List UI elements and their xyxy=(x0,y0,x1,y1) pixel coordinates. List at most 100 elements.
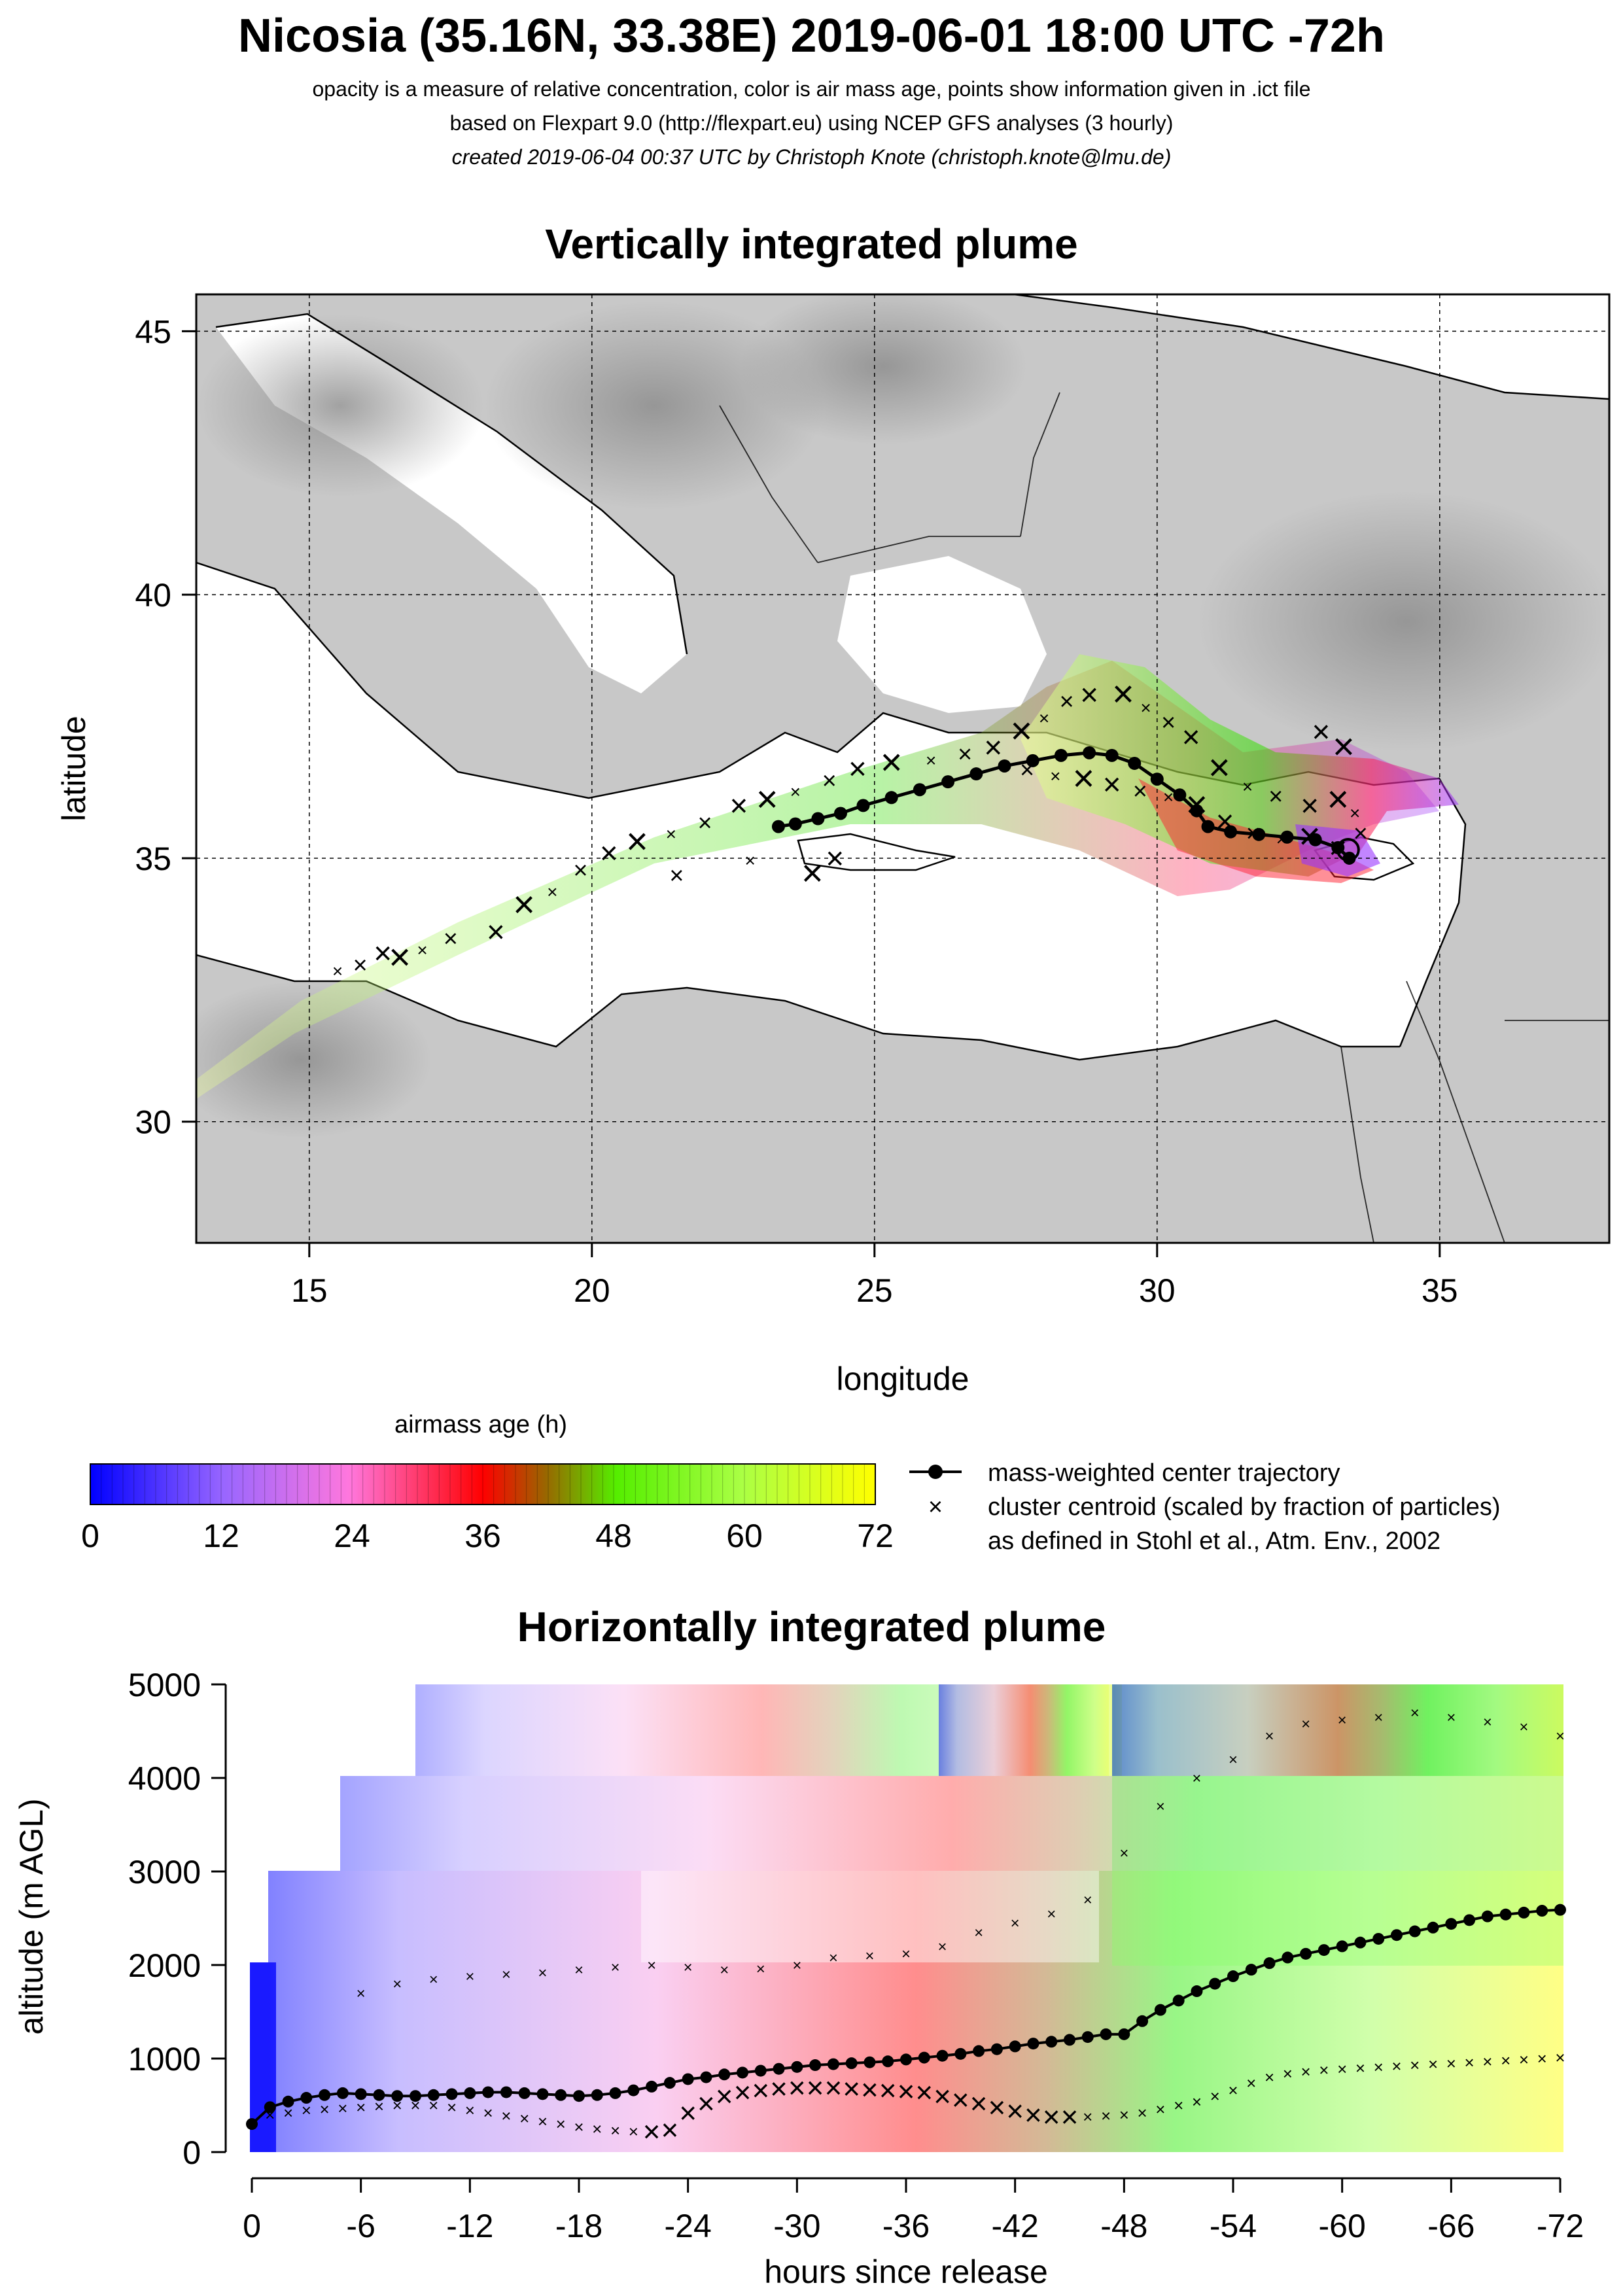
profile-trajectory-point xyxy=(1045,2036,1058,2048)
profile-trajectory-point xyxy=(410,2090,421,2102)
map-x-tick-label: 15 xyxy=(291,1272,328,1309)
map-trajectory-point xyxy=(1054,748,1068,762)
map-cluster-centroid: × xyxy=(487,915,505,950)
map-cluster-centroid: × xyxy=(881,741,903,784)
colorbar-tick-label: 72 xyxy=(857,1518,894,1554)
map-frame xyxy=(195,293,1611,1244)
profile-cluster-centroid: × xyxy=(283,2103,293,2123)
profile-trajectory-point xyxy=(246,2118,258,2131)
main-title: Nicosia (35.16N, 33.38E) 2019-06-01 18:0… xyxy=(238,10,1385,62)
map-cluster-centroid: × xyxy=(1140,697,1151,718)
profile-trajectory-point xyxy=(1391,1929,1403,1941)
profile-cluster-centroid: × xyxy=(357,1985,366,2002)
profile-cluster-centroid: × xyxy=(1556,1728,1565,1745)
profile-x-tick-label: -60 xyxy=(1319,2208,1366,2244)
map-trajectory-point xyxy=(1128,756,1142,770)
profile-trajectory-point xyxy=(282,2095,294,2108)
map-cluster-centroid: × xyxy=(666,824,676,844)
profile-trajectory-point xyxy=(1518,1906,1530,1919)
profile-cluster-centroid: × xyxy=(1301,1715,1310,1733)
map-y-tick-label: 40 xyxy=(135,577,171,614)
map-cluster-centroid: × xyxy=(1112,672,1134,715)
profile-cluster-centroid: × xyxy=(734,2076,752,2110)
profile-cluster-centroid: × xyxy=(865,1947,874,1965)
profile-cluster-centroid: × xyxy=(410,2096,420,2115)
profile-trajectory-point xyxy=(373,2089,385,2101)
profile-cluster-centroid: × xyxy=(1047,1905,1056,1923)
profile-cluster-centroid: × xyxy=(501,2106,511,2125)
profile-trajectory-point xyxy=(427,2089,440,2101)
colorbar-stripes xyxy=(101,1464,865,1505)
profile-cluster-centroid: × xyxy=(428,2096,438,2115)
profile-cluster-centroid: × xyxy=(1061,2100,1079,2134)
profile-cluster-centroid: × xyxy=(1482,2051,1492,2071)
profile-trajectory-point xyxy=(682,2073,694,2085)
profile-cluster-centroid: × xyxy=(465,2100,475,2120)
profile-cluster-centroid: × xyxy=(901,1945,911,1963)
map-cluster-centroid: × xyxy=(1182,720,1200,755)
profile-cluster-centroid: × xyxy=(824,2070,842,2104)
profile-trajectory-point xyxy=(1263,1957,1276,1970)
profile-cluster-centroid: × xyxy=(356,2097,366,2117)
legend-trajectory-label: mass-weighted center trajectory xyxy=(988,1459,1340,1487)
profile-trajectory-point xyxy=(355,2088,367,2100)
profile-x-tick-label: -72 xyxy=(1537,2208,1584,2244)
map-cluster-centroid: × xyxy=(1268,783,1283,810)
map-y-axis-label: latitude xyxy=(56,716,92,821)
map-cluster-centroid: × xyxy=(1103,768,1121,803)
map-cluster-centroid: × xyxy=(848,752,867,786)
map-trajectory-point xyxy=(998,759,1011,773)
profile-cluster-centroid: × xyxy=(1265,2068,1274,2087)
map-cluster-centroid: × xyxy=(1208,746,1230,789)
black-sea xyxy=(1014,294,1609,399)
colorbar-tick-label: 12 xyxy=(203,1518,239,1554)
map-cluster-centroid: × xyxy=(1133,778,1147,805)
profile-field xyxy=(250,1684,1563,2152)
profile-trajectory-point xyxy=(1427,1921,1439,1934)
map-y-tick-label: 35 xyxy=(135,841,171,877)
map-cluster-centroid: × xyxy=(756,778,778,821)
map-cluster-centroid: × xyxy=(729,789,748,824)
profile-cluster-centroid: × xyxy=(1119,1845,1128,1862)
profile-cluster-centroid: × xyxy=(829,1949,838,1967)
profile-trajectory-point xyxy=(1154,2004,1166,2016)
map-x-tick-label: 35 xyxy=(1422,1272,1458,1309)
profile-x-tick-label: 0 xyxy=(243,2208,261,2244)
profile-cluster-centroid: × xyxy=(320,2099,330,2119)
profile-cluster-centroid: × xyxy=(1043,2100,1060,2134)
profile-cluster-centroid: × xyxy=(1301,2062,1311,2081)
profile-cluster-centroid: × xyxy=(807,2070,824,2104)
profile-trajectory-point xyxy=(1227,1970,1239,1983)
colorbar-tick-label: 36 xyxy=(464,1518,501,1554)
profile-cluster-centroid: × xyxy=(574,1962,584,1979)
map-cluster-centroid: × xyxy=(626,820,648,863)
profile-cluster-centroid: × xyxy=(1410,2055,1420,2075)
profile-trajectory-point xyxy=(845,2057,858,2070)
map-cluster-centroid: × xyxy=(1059,688,1073,716)
map-trajectory-point xyxy=(1280,830,1294,844)
map-cluster-centroid: × xyxy=(1185,784,1208,826)
map-cluster-centroid: × xyxy=(1312,715,1330,750)
profile-cluster-centroid: × xyxy=(661,2113,678,2147)
map-trajectory-point xyxy=(1224,825,1238,839)
map-y-tick-label: 30 xyxy=(135,1104,171,1141)
legend-trajectory-dot xyxy=(928,1465,943,1479)
colorbar-tick-label: 24 xyxy=(334,1518,370,1554)
profile-trajectory-point xyxy=(609,2087,621,2099)
map-cluster-centroid: × xyxy=(1300,789,1319,824)
map-marks: × × ×× × × ×× ×× × × × × × × × × × × × × × × ×× × × ×× ×× × × × × ××××… xyxy=(332,672,1368,981)
profile-trajectory-point xyxy=(391,2090,404,2102)
profile-cluster-centroid: × xyxy=(756,1960,765,1978)
profile-cluster-centroid: × xyxy=(1519,2050,1529,2070)
profile-trajectory-point xyxy=(464,2087,476,2099)
map-cluster-centroid: × xyxy=(1080,678,1098,713)
map-cluster-centroid: × xyxy=(417,940,427,960)
profile-cluster-centroid: × xyxy=(1355,2058,1365,2078)
profile-cluster-centroid: × xyxy=(1374,2057,1384,2077)
profile-cluster-centroid: × xyxy=(1006,2094,1024,2128)
map-cluster-centroid: × xyxy=(513,884,535,926)
map-cluster-centroid: × xyxy=(1242,776,1253,797)
profile-cluster-centroid: × xyxy=(1519,1718,1528,1736)
profile-trajectory-point xyxy=(1100,2028,1112,2040)
map-cluster-centroid: × xyxy=(1327,778,1349,821)
